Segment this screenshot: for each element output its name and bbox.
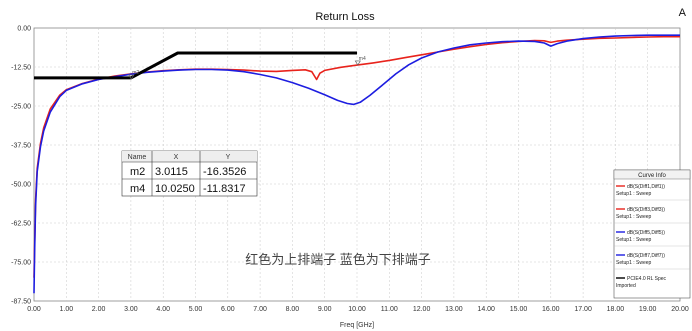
- legend: Curve Info dB(S(Diff1,Diff1))Setup1 : Sw…: [613, 169, 691, 299]
- marker-table-head-y: Y: [226, 154, 231, 161]
- marker-table: Name X Y m2 3.0115 -16.3526 m4 10.0250 -…: [121, 150, 258, 197]
- legend-entry-name-1: dB(S(Diff3,Diff3)): [627, 207, 665, 213]
- x-tick-label: 0.00: [27, 306, 41, 313]
- x-tick-label: 8.00: [286, 306, 300, 313]
- marker-table-head-name: Name: [128, 154, 147, 161]
- legend-frame: [613, 169, 691, 299]
- y-tick-label: -25.00: [11, 104, 31, 111]
- marker-table-m4-name: m4: [130, 183, 145, 195]
- marker-table-header-bg: [122, 151, 257, 162]
- x-tick-label: 13.00: [445, 306, 463, 313]
- marker-table-m2-x: 3.0115: [155, 166, 188, 178]
- x-tick-label: 19.00: [639, 306, 657, 313]
- x-tick-label: 9.00: [318, 306, 332, 313]
- legend-entry-sub-0: Setup1 : Sweep: [616, 191, 652, 197]
- y-axis-ticks: 0.00 -12.50 -25.00 -37.50 -50.00 -62.50 -75.00…: [11, 26, 31, 306]
- y-tick-label: -87.50: [11, 299, 31, 306]
- x-tick-label: 15.00: [510, 306, 528, 313]
- series-line-4: [34, 51, 357, 80]
- legend-entry-name-3: dB(S(Diff7,Diff7)): [627, 253, 665, 259]
- x-axis-ticks: 0.00 1.00 2.00 3.00 4.00 5.00 6.00 7.00 8.00 9.00…: [27, 306, 689, 313]
- y-tick-label: -75.00: [11, 260, 31, 267]
- y-tick-label: -62.50: [11, 221, 31, 228]
- x-tick-label: 10.00: [348, 306, 366, 313]
- y-tick-label: -12.50: [11, 65, 31, 72]
- legend-entry-sub-1: Setup1 : Sweep: [616, 214, 652, 220]
- series-line-2: [33, 34, 680, 294]
- x-tick-label: 20.00: [671, 306, 689, 313]
- x-tick-label: 4.00: [156, 306, 170, 313]
- marker-table-m2-name: m2: [130, 166, 145, 178]
- x-tick-label: 14.00: [477, 306, 495, 313]
- marker-m4: [354, 60, 361, 66]
- legend-entry-sub-3: Setup1 : Sweep: [616, 260, 652, 266]
- chart-title: Return Loss: [315, 11, 375, 23]
- x-tick-label: 3.00: [124, 306, 138, 313]
- marker-label-m2: m2: [132, 70, 139, 76]
- corner-glyph: A: [679, 7, 687, 19]
- y-tick-label: -50.00: [11, 182, 31, 189]
- series-group: [33, 34, 680, 294]
- marker-label-m4: m4: [359, 56, 366, 62]
- legend-entry-sub-4: Imported: [616, 283, 636, 289]
- marker-table-head-x: X: [174, 154, 179, 161]
- x-tick-label: 16.00: [542, 306, 560, 313]
- x-tick-label: 1.00: [59, 306, 73, 313]
- x-tick-label: 17.00: [574, 306, 592, 313]
- x-tick-label: 2.00: [92, 306, 106, 313]
- x-tick-label: 7.00: [253, 306, 267, 313]
- marker-table-m4-x: 10.0250: [155, 183, 195, 195]
- legend-entry-name-4: PCIE4.0 RL Spec: [627, 276, 667, 282]
- marker-table-m2-y: -16.3526: [203, 166, 246, 178]
- marker-m2: [128, 74, 135, 80]
- y-tick-label: 0.00: [17, 26, 31, 33]
- x-tick-label: 6.00: [221, 306, 235, 313]
- x-tick-label: 12.00: [413, 306, 431, 313]
- markers-group: m2 m4: [128, 56, 366, 80]
- y-tick-label: -37.50: [11, 143, 31, 150]
- x-tick-label: 5.00: [189, 306, 203, 313]
- legend-entry-sub-2: Setup1 : Sweep: [616, 237, 652, 243]
- marker-table-m4-y: -11.8317: [203, 183, 246, 195]
- legend-entry-name-0: dB(S(Diff1,Diff1)): [627, 184, 665, 190]
- x-tick-label: 18.00: [607, 306, 625, 313]
- legend-entry-name-2: dB(S(Diff5,Diff5)): [627, 230, 665, 236]
- chart-annotation: 红色为上排端子 蓝色为下排端子: [245, 252, 431, 267]
- x-tick-label: 11.00: [381, 306, 398, 313]
- x-axis-label: Freq [GHz]: [340, 322, 374, 329]
- legend-title: Curve Info: [638, 173, 666, 179]
